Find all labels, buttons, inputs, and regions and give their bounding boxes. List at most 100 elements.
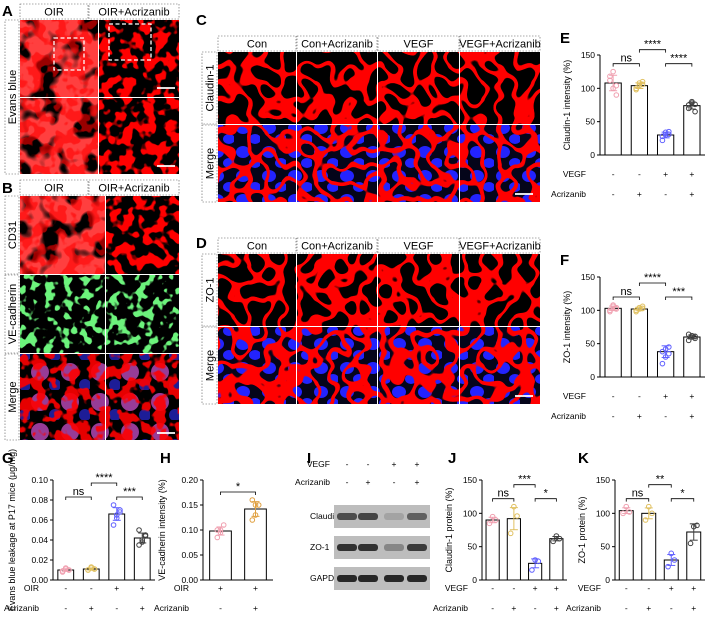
d-stain-4-signal (460, 254, 540, 326)
c-merge-4-signal (460, 125, 540, 202)
a-header-oir: OIR (44, 7, 64, 19)
panel-letter-i: I (307, 450, 311, 467)
bar (604, 307, 622, 378)
data-point (623, 503, 630, 510)
data-point (659, 137, 666, 144)
b-header-oir-acrizanib-box (88, 179, 180, 196)
condition-label-vegf: VEGF (445, 583, 468, 593)
i-band (407, 513, 427, 520)
i-membrane-strip (334, 536, 430, 559)
a-header-oir-box (19, 3, 89, 20)
bar (630, 308, 649, 378)
panel-letter-g: G (2, 450, 14, 467)
d-merge-4 (460, 327, 540, 404)
significance-label: *** (672, 286, 686, 298)
i-membrane-strip (334, 567, 430, 590)
panel-letter-c: C (196, 12, 207, 29)
a-header-oir-acrizanib: OIR+Acrizanib (98, 7, 169, 19)
significance-bracket (612, 63, 640, 67)
condition-sign: + (637, 411, 642, 421)
y-tick-label: 0 (590, 372, 595, 382)
b-merge-oir (20, 354, 105, 440)
condition-sign: + (637, 189, 642, 199)
data-point (556, 535, 563, 542)
i-band (358, 575, 378, 582)
data-point (249, 497, 256, 503)
y-tick-label: 0.02 (31, 555, 48, 565)
data-point (514, 513, 520, 519)
condition-sign: - (670, 603, 673, 613)
bar (630, 85, 649, 156)
c-header-1: Con (247, 39, 267, 51)
data-point (535, 558, 542, 565)
d-row-merge: Merge (205, 350, 217, 381)
c-merge-1-signal (218, 125, 296, 202)
condition-sign: + (140, 603, 145, 613)
c-header-4: VEGF+Acrizanib (459, 39, 541, 51)
significance-label: *** (518, 474, 532, 486)
condition-sign: + (663, 169, 668, 179)
b-merge-acrizanib-signal (106, 354, 179, 440)
significance-label: * (680, 488, 685, 500)
c-merge-4 (460, 125, 540, 202)
data-point (607, 73, 613, 80)
data-point (252, 502, 259, 508)
i-cond-label-vegf: VEGF (307, 459, 330, 469)
y-tick-label: 100 (581, 83, 595, 93)
data-point (110, 502, 117, 508)
data-point (639, 78, 646, 85)
condition-label-acrizanib: Acrizanib (433, 603, 468, 613)
d-header-3: VEGF (404, 241, 434, 253)
b-header-oir-acrizanib: OIR+Acrizanib (98, 183, 169, 195)
data-point (249, 517, 256, 523)
b-vecad-acrizanib (106, 275, 179, 353)
d-header-1-box (217, 237, 297, 254)
condition-sign: + (554, 583, 559, 593)
c-row-stain: Claudin-1 (205, 64, 217, 111)
significance-bracket (670, 498, 695, 502)
data-point (620, 510, 626, 517)
i-band (337, 544, 357, 551)
c-merge-3 (378, 125, 459, 202)
i-band (384, 544, 404, 551)
condition-sign: + (554, 603, 559, 613)
data-point (659, 133, 666, 140)
c-header-1-box (217, 35, 297, 52)
c-stain-1 (218, 52, 296, 124)
i-band (358, 513, 378, 520)
d-stain-2 (297, 254, 377, 326)
d-header-1: Con (247, 241, 267, 253)
c-header-2-box (296, 35, 378, 52)
y-tick-label: 100 (463, 508, 477, 518)
condition-sign: - (534, 603, 537, 613)
condition-label-acrizanib: Acrizanib (566, 603, 601, 613)
data-point (136, 542, 142, 548)
data-point (507, 530, 514, 537)
d-header-2-box (296, 237, 378, 254)
bar (683, 336, 701, 378)
data-point (685, 331, 692, 338)
condition-sign: - (625, 583, 628, 593)
c-merge-2 (297, 125, 377, 202)
bar (244, 508, 267, 581)
significance-label: **** (644, 39, 662, 51)
significance-label: **** (644, 272, 662, 284)
data-point (649, 510, 655, 517)
a-acrizanib-zoom-signal (99, 98, 179, 174)
condition-sign: - (664, 411, 667, 421)
condition-sign: - (64, 583, 67, 593)
data-point (633, 86, 639, 93)
d-merge-4-signal (460, 327, 540, 404)
data-point (662, 132, 669, 138)
i-cond-sign: + (415, 459, 420, 469)
microscopy-panels (20, 20, 540, 440)
condition-sign: - (512, 583, 515, 593)
d-header-4-box (459, 237, 541, 254)
data-point (659, 360, 666, 367)
c-row-stain-box (201, 51, 218, 125)
data-point (613, 92, 620, 98)
condition-sign: - (64, 603, 67, 613)
condition-sign: - (612, 411, 615, 421)
